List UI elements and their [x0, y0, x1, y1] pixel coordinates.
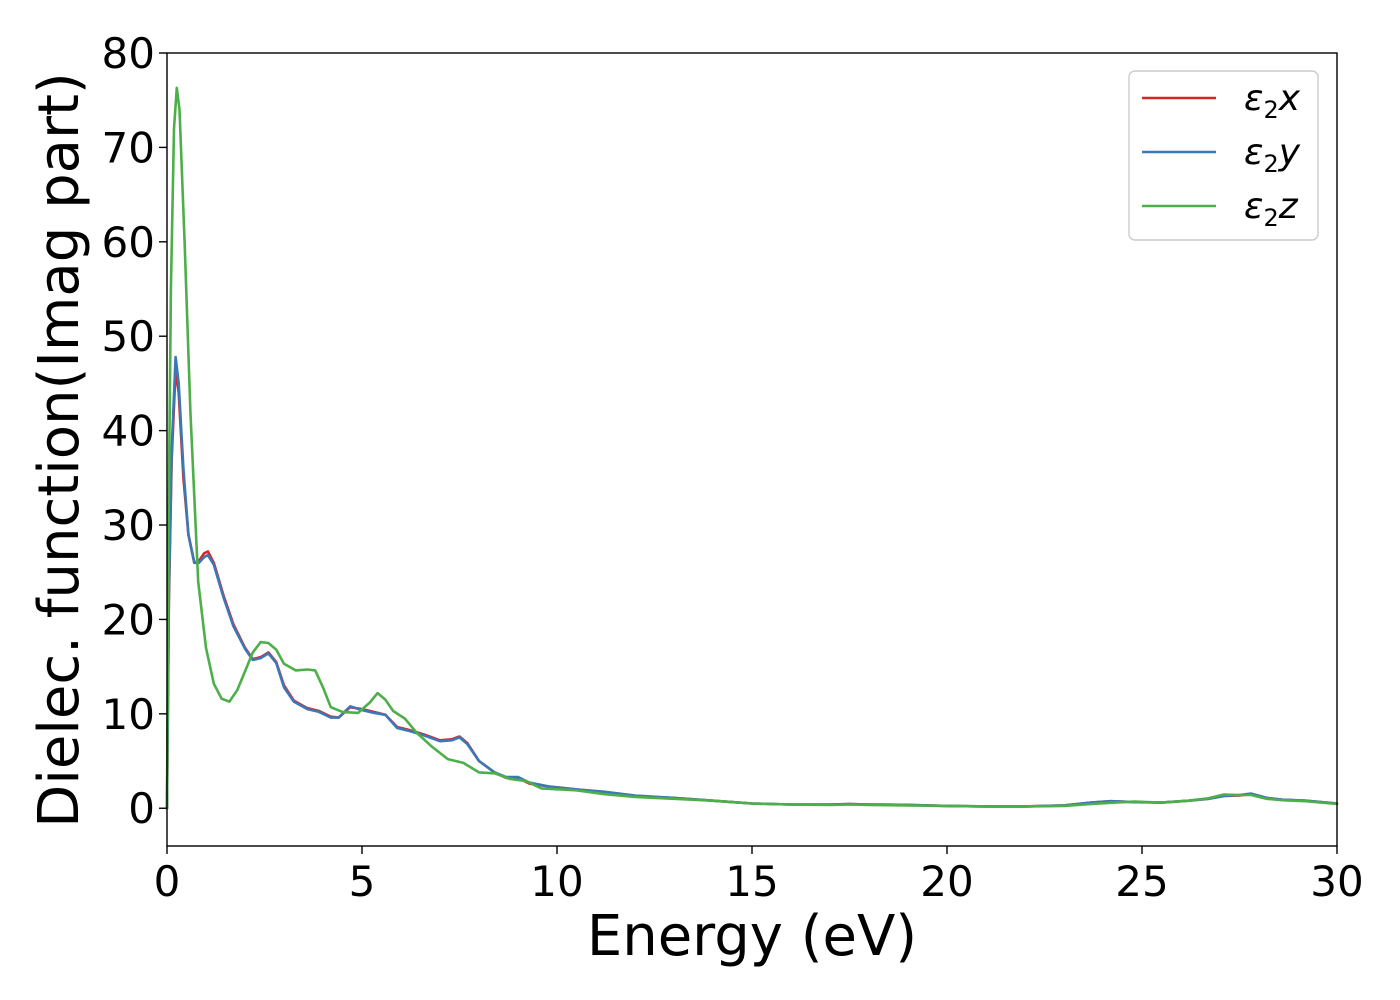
x-tick-label: 20 [920, 857, 973, 906]
y-tick-label: 70 [102, 123, 155, 172]
x-tick-label: 0 [154, 857, 181, 906]
y-axis-title: Dielec. function(Imag part) [27, 72, 92, 828]
y-axis-ticks: 0 10 20 30 40 50 60 70 80 [102, 29, 167, 833]
x-axis-ticks: 0 5 10 15 20 25 30 [154, 846, 1364, 906]
y-tick-label: 50 [102, 312, 155, 361]
legend-box [1128, 70, 1319, 241]
x-tick-label: 10 [530, 857, 583, 906]
y-tick-label: 0 [128, 784, 155, 833]
x-axis-title: Energy (eV) [587, 904, 917, 969]
y-tick-label: 20 [102, 595, 155, 644]
legend-label-y: ε2y [1244, 132, 1301, 178]
legend-label-z: ε2z [1244, 186, 1299, 232]
series-layer [165, 86, 1339, 810]
x-tick-label: 25 [1115, 857, 1168, 906]
y-tick-label: 40 [102, 407, 155, 456]
x-tick-label: 30 [1310, 857, 1363, 906]
y-tick-label: 80 [102, 29, 155, 78]
legend-label-x: ε2x [1244, 78, 1301, 124]
y-tick-label: 60 [102, 218, 155, 267]
x-tick-label: 5 [349, 857, 376, 906]
legend: ε2x ε2y ε2z [1128, 70, 1319, 241]
y-tick-label: 10 [102, 690, 155, 739]
series-line-y [165, 355, 1339, 810]
y-tick-label: 30 [102, 501, 155, 550]
series-line-z [165, 86, 1339, 810]
x-tick-label: 15 [725, 857, 778, 906]
